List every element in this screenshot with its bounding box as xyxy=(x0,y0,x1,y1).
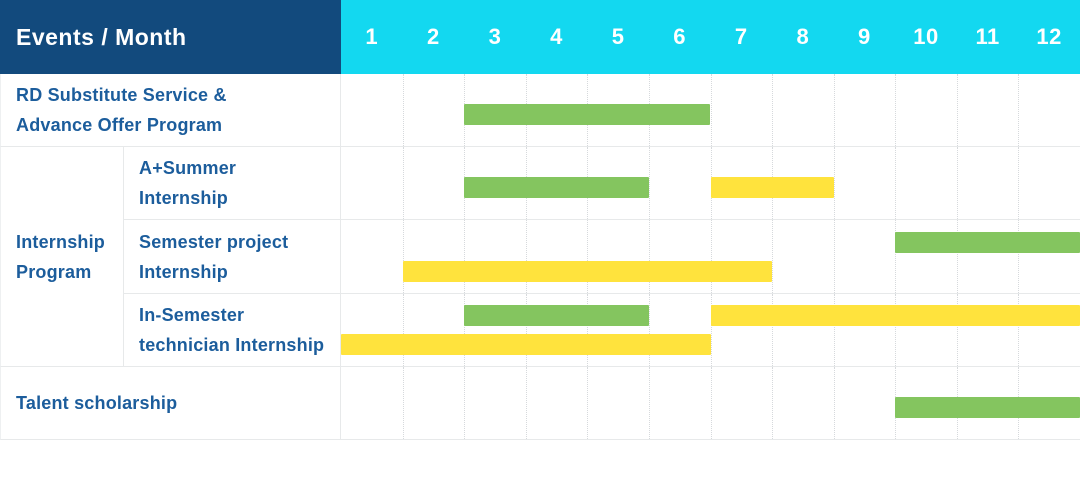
row-label-in-semester-technician-internship: In-Semester technician Internship xyxy=(124,294,341,367)
label-line: technician Internship xyxy=(139,335,325,355)
label-line: Advance Offer Program xyxy=(16,115,223,135)
bar-lane xyxy=(341,231,1080,253)
bar-lane xyxy=(341,103,1080,125)
schedule-table: Events / Month 1 2 3 4 5 6 7 8 9 10 11 12 RD Substi… xyxy=(0,0,1080,440)
label-line: Internship xyxy=(139,188,229,208)
bar-lane xyxy=(341,305,1080,326)
label-line: Internship xyxy=(16,231,106,252)
application-recruitment-bar xyxy=(895,396,1080,418)
application-recruitment-bar xyxy=(895,231,1080,253)
month-header-row: 1 2 3 4 5 6 7 8 9 10 11 12 xyxy=(341,0,1080,74)
event-bar xyxy=(710,176,834,198)
events-month-label: Events / Month xyxy=(16,23,187,50)
event-bar xyxy=(710,305,1080,326)
label-line: In-Semester xyxy=(139,305,245,325)
label-line: Semester project xyxy=(139,231,289,252)
bar-lanes xyxy=(341,294,1080,366)
month-header-6: 6 xyxy=(673,24,687,49)
bar-lanes xyxy=(341,151,1080,219)
chart-row-in-semester-technician-internship xyxy=(341,294,1080,367)
bar-lane xyxy=(341,176,1080,198)
month-header-4: 4 xyxy=(550,24,563,49)
application-recruitment-bar xyxy=(464,103,711,125)
bar-lanes xyxy=(341,371,1080,439)
label-line: Program xyxy=(16,261,92,282)
bar-lanes xyxy=(341,78,1080,146)
label-line: Internship xyxy=(139,261,229,282)
legend: Time for application & recruitmentEvents xyxy=(0,440,1080,494)
label-line: A+Summer xyxy=(139,158,237,178)
month-header-2: 2 xyxy=(426,24,440,49)
month-header-3: 3 xyxy=(488,24,502,49)
bar-lane xyxy=(341,334,1080,355)
application-recruitment-bar xyxy=(464,305,649,326)
event-bar xyxy=(341,334,711,355)
event-bar xyxy=(402,260,773,282)
label-line: Talent scholarship xyxy=(16,393,178,413)
group-label-internship-program: Internship Program xyxy=(0,147,124,367)
month-header-11: 11 xyxy=(975,24,1000,49)
row-label-semester-project-internship: Semester project Internship xyxy=(124,220,341,294)
month-header-12: 12 xyxy=(1036,24,1062,49)
chart-row-semester-project-internship xyxy=(341,220,1080,294)
month-header-5: 5 xyxy=(611,24,625,49)
events-month-header-cell: Events / Month xyxy=(0,0,341,74)
month-header-10: 10 xyxy=(913,24,939,49)
month-header-1: 1 xyxy=(365,24,379,49)
month-header-9: 9 xyxy=(858,24,871,49)
bar-lane xyxy=(341,396,1080,418)
chart-row-a-plus-summer-internship xyxy=(341,147,1080,220)
row-label-a-plus-summer-internship: A+Summer Internship xyxy=(124,147,341,220)
label-line: RD Substitute Service & xyxy=(16,85,227,105)
bar-lane xyxy=(341,260,1080,282)
bar-lanes xyxy=(341,220,1080,293)
row-label-rd-substitute: RD Substitute Service & Advance Offer Pro… xyxy=(0,74,341,147)
chart-row-rd-substitute xyxy=(341,74,1080,147)
month-header-7: 7 xyxy=(734,24,748,49)
month-header-8: 8 xyxy=(796,24,810,49)
application-recruitment-bar xyxy=(464,176,649,198)
chart-row-talent-scholarship xyxy=(341,367,1080,440)
row-label-talent-scholarship: Talent scholarship xyxy=(0,367,341,440)
